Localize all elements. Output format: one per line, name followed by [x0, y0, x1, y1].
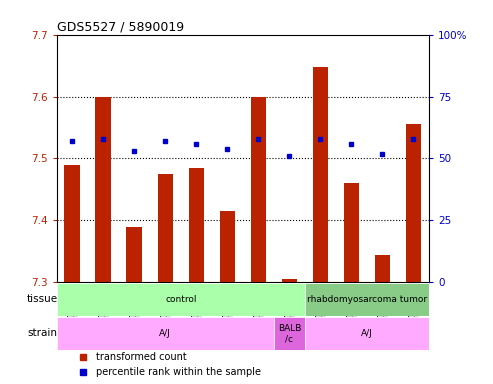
- Bar: [188, 168, 204, 282]
- Text: control: control: [165, 295, 197, 304]
- Bar: [127, 227, 142, 282]
- Bar: [282, 279, 297, 282]
- Bar: [96, 96, 111, 282]
- Bar: [219, 211, 235, 282]
- Text: strain: strain: [27, 328, 57, 338]
- Text: GDS5527 / 5890019: GDS5527 / 5890019: [57, 20, 184, 33]
- Text: tissue: tissue: [26, 295, 57, 305]
- Text: transformed count: transformed count: [96, 352, 186, 362]
- Text: A/J: A/J: [361, 329, 373, 338]
- Text: A/J: A/J: [159, 329, 171, 338]
- Bar: [375, 255, 390, 282]
- Text: BALB
/c: BALB /c: [278, 324, 301, 343]
- Bar: [305, 317, 429, 350]
- Bar: [57, 283, 305, 316]
- Bar: [65, 165, 80, 282]
- Bar: [57, 317, 274, 350]
- Text: percentile rank within the sample: percentile rank within the sample: [96, 367, 261, 377]
- Text: rhabdomyosarcoma tumor: rhabdomyosarcoma tumor: [307, 295, 427, 304]
- Bar: [344, 183, 359, 282]
- Bar: [250, 96, 266, 282]
- Bar: [305, 283, 429, 316]
- Bar: [313, 67, 328, 282]
- Bar: [157, 174, 173, 282]
- Bar: [406, 124, 421, 282]
- Bar: [274, 317, 305, 350]
